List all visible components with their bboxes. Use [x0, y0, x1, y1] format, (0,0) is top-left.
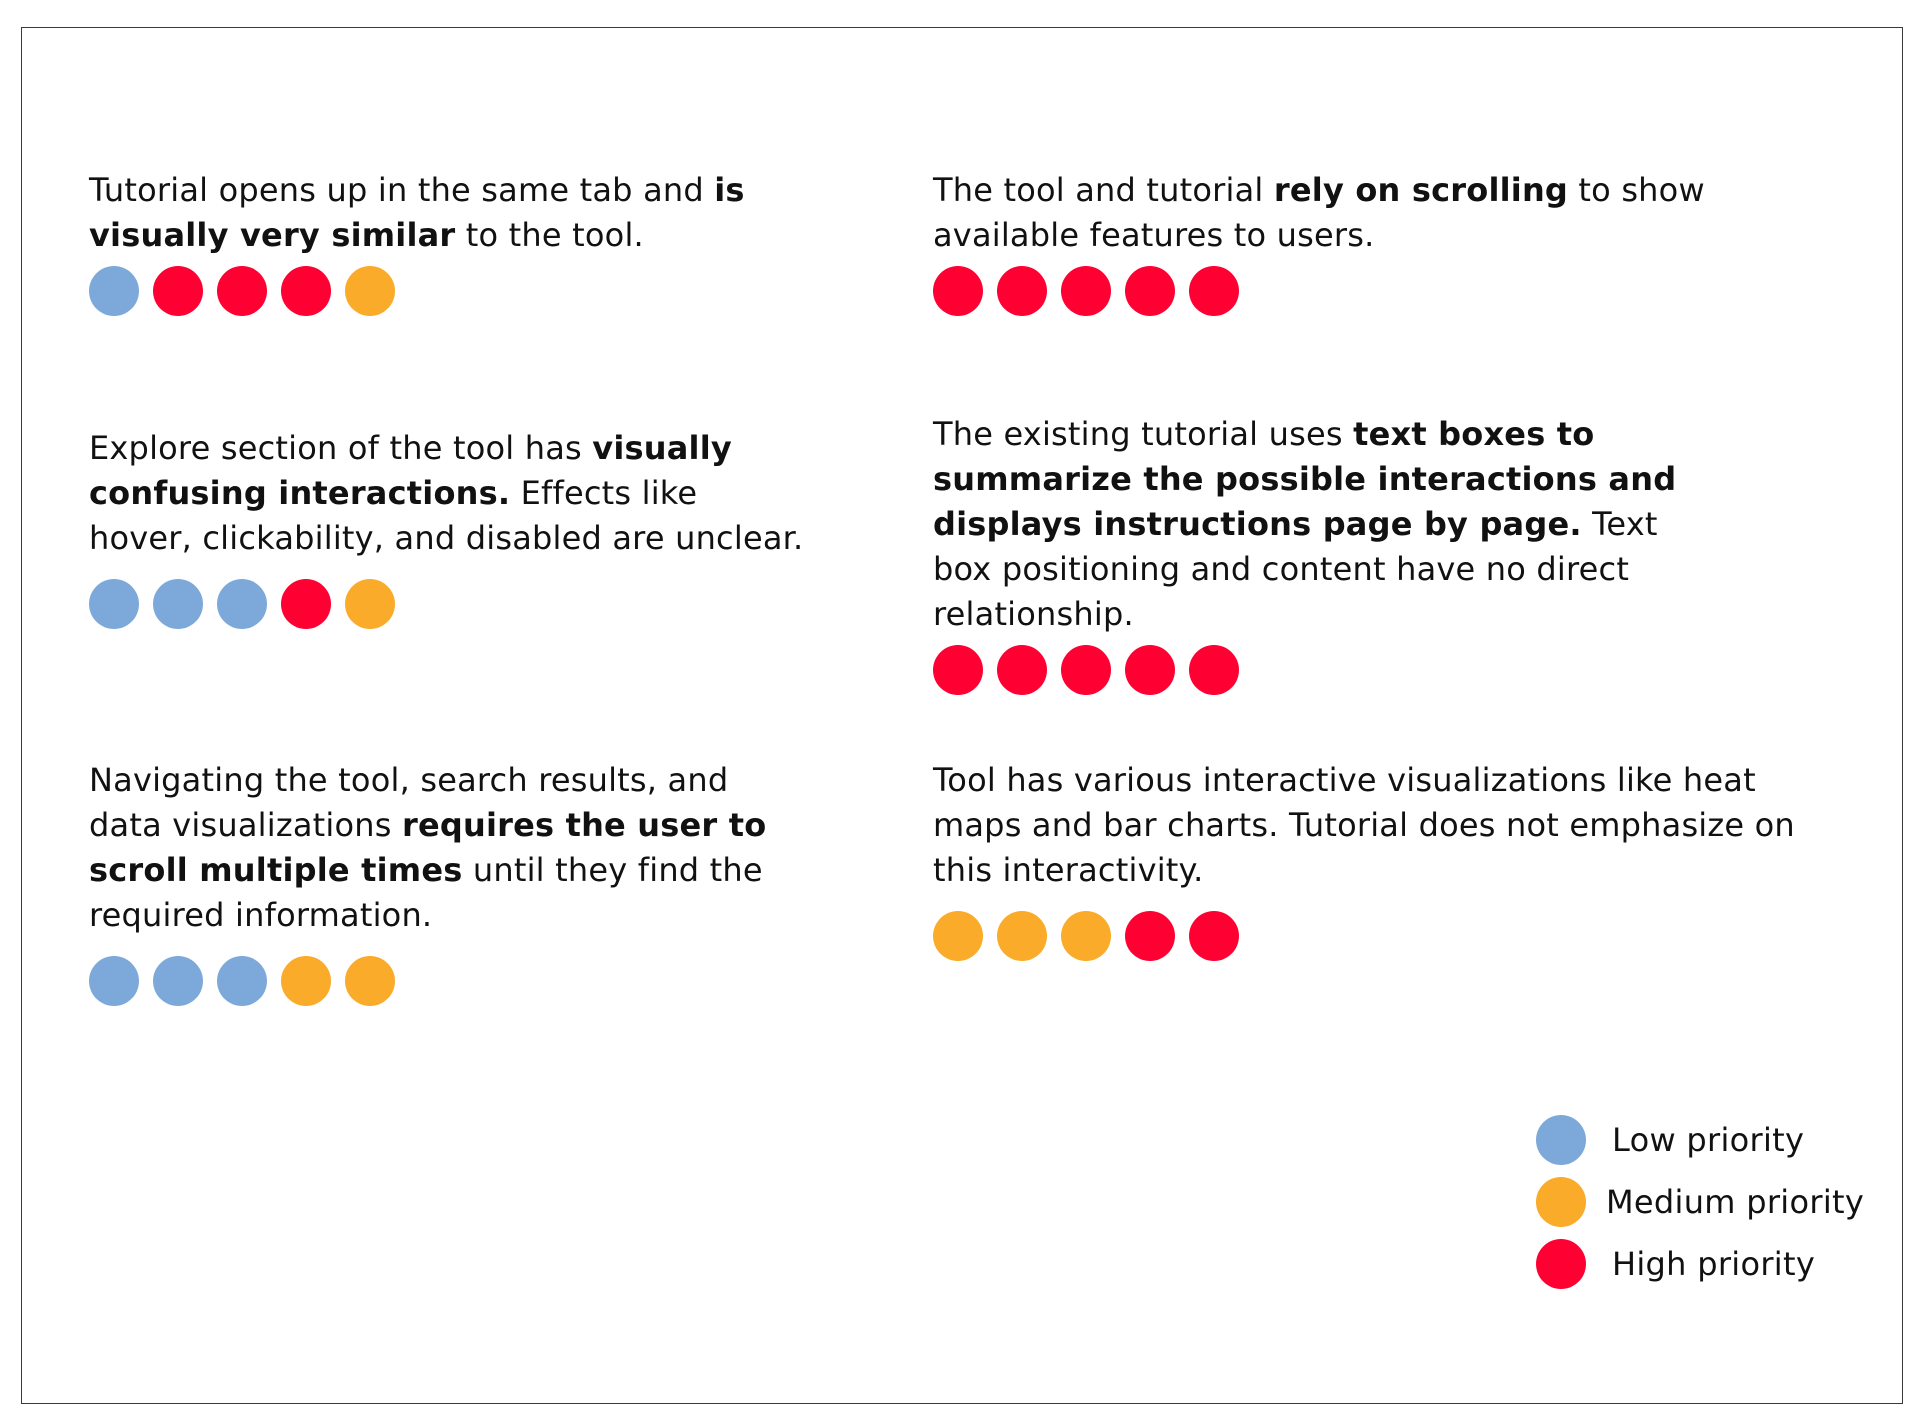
finding-emphasis: requires the user to scroll multiple tim…	[89, 806, 767, 889]
priority-dot-high	[1189, 911, 1239, 961]
finding-text: The existing tutorial uses text boxes to…	[933, 412, 1723, 637]
finding-text-segment: Tool has various interactive visualizati…	[933, 761, 1795, 889]
finding-emphasis: rely on scrolling	[1273, 171, 1569, 209]
priority-dot-high	[1061, 266, 1111, 316]
finding-card-4: The existing tutorial uses text boxes to…	[933, 412, 1723, 695]
finding-card-3: Explore section of the tool has visually…	[89, 426, 809, 629]
finding-text-segment: Effects like hover, clickability, and di…	[89, 474, 804, 557]
finding-card-2: The tool and tutorial rely on scrolling …	[933, 168, 1733, 316]
legend-swatch-medium	[1536, 1177, 1586, 1227]
finding-text-segment: to show available features to users.	[933, 171, 1705, 254]
priority-dot-low	[153, 579, 203, 629]
priority-dot-high	[1125, 266, 1175, 316]
finding-text: Navigating the tool, search results, and…	[89, 758, 789, 938]
finding-text: The tool and tutorial rely on scrolling …	[933, 168, 1733, 258]
priority-rating	[89, 579, 809, 629]
finding-text-segment: until they find the required information…	[89, 851, 763, 934]
priority-dot-low	[89, 579, 139, 629]
priority-dot-high	[153, 266, 203, 316]
priority-dot-high	[1125, 911, 1175, 961]
finding-text-segment: Navigating the tool, search results, and…	[89, 761, 729, 844]
priority-dot-high	[281, 266, 331, 316]
priority-dot-high	[997, 645, 1047, 695]
priority-dot-medium	[1061, 911, 1111, 961]
priority-dot-low	[89, 266, 139, 316]
legend-item-low: Low priority	[1536, 1115, 1864, 1165]
priority-dot-high	[997, 266, 1047, 316]
priority-dot-high	[281, 579, 331, 629]
finding-text: Explore section of the tool has visually…	[89, 426, 809, 561]
finding-emphasis: is visually very similar	[89, 171, 745, 254]
priority-dot-medium	[997, 911, 1047, 961]
finding-card-6: Tool has various interactive visualizati…	[933, 758, 1803, 961]
priority-rating	[933, 911, 1803, 961]
priority-rating	[933, 645, 1723, 695]
legend-swatch-high	[1536, 1239, 1586, 1289]
finding-text: Tutorial opens up in the same tab and is…	[89, 168, 789, 258]
priority-dot-medium	[345, 579, 395, 629]
priority-dot-medium	[345, 956, 395, 1006]
priority-dot-high	[1125, 645, 1175, 695]
legend-item-high: High priority	[1536, 1239, 1864, 1289]
finding-emphasis: text boxes to summarize the possible int…	[933, 415, 1677, 543]
priority-rating	[933, 266, 1733, 316]
priority-rating	[89, 956, 789, 1006]
finding-text-segment: Tutorial opens up in the same tab and	[89, 171, 715, 209]
priority-dot-high	[217, 266, 267, 316]
priority-rating	[89, 266, 789, 316]
finding-text-segment: The existing tutorial uses	[933, 415, 1354, 453]
finding-text-segment: to the tool.	[455, 216, 644, 254]
priority-dot-high	[933, 266, 983, 316]
priority-dot-low	[153, 956, 203, 1006]
legend-label-low: Low priority	[1612, 1121, 1805, 1159]
legend-label-medium: Medium priority	[1606, 1183, 1865, 1221]
priority-dot-high	[1061, 645, 1111, 695]
diagram-frame: Tutorial opens up in the same tab and is…	[21, 27, 1903, 1404]
finding-card-5: Navigating the tool, search results, and…	[89, 758, 789, 1006]
priority-dot-low	[89, 956, 139, 1006]
finding-text-segment: Text box positioning and content have no…	[933, 505, 1658, 633]
priority-dot-medium	[345, 266, 395, 316]
priority-dot-medium	[933, 911, 983, 961]
finding-text-segment: The tool and tutorial	[933, 171, 1274, 209]
legend-swatch-low	[1536, 1115, 1586, 1165]
finding-text: Tool has various interactive visualizati…	[933, 758, 1803, 893]
priority-dot-low	[217, 956, 267, 1006]
legend-label-high: High priority	[1612, 1245, 1816, 1283]
priority-dot-high	[1189, 645, 1239, 695]
priority-dot-low	[217, 579, 267, 629]
priority-legend: Low priority Medium priority High priori…	[1536, 1115, 1864, 1301]
priority-dot-high	[1189, 266, 1239, 316]
finding-card-1: Tutorial opens up in the same tab and is…	[89, 168, 789, 316]
finding-emphasis: visually confusing interactions.	[89, 429, 732, 512]
priority-dot-medium	[281, 956, 331, 1006]
legend-item-medium: Medium priority	[1536, 1177, 1864, 1227]
priority-dot-high	[933, 645, 983, 695]
finding-text-segment: Explore section of the tool has	[89, 429, 593, 467]
